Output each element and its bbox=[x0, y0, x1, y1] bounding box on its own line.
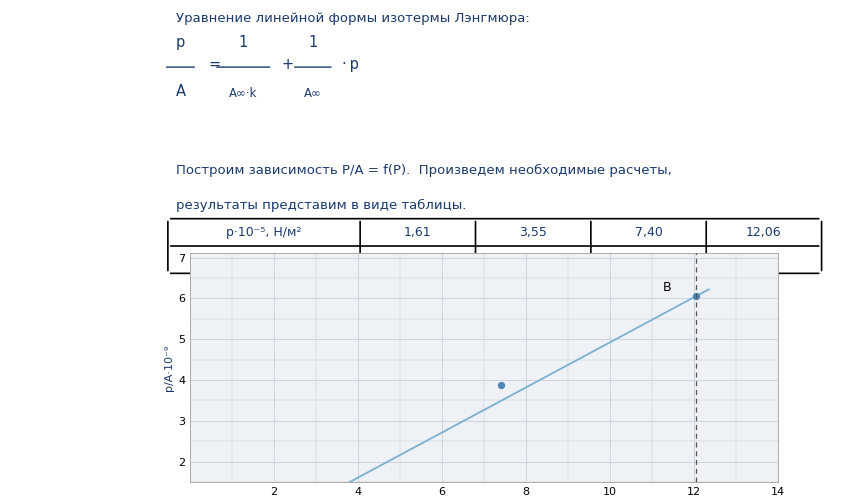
Text: результаты представим в виде таблицы.: результаты представим в виде таблицы. bbox=[176, 199, 467, 212]
Text: 3,87: 3,87 bbox=[634, 253, 663, 266]
Text: =: = bbox=[208, 57, 220, 72]
Text: B: B bbox=[663, 281, 671, 294]
Text: A∞·k: A∞·k bbox=[229, 87, 257, 100]
Point bbox=[493, 381, 507, 389]
Text: p·10⁻⁵, Н/м²: p·10⁻⁵, Н/м² bbox=[226, 226, 302, 239]
Y-axis label: p/A·10⁻⁹: p/A·10⁻⁹ bbox=[164, 344, 174, 391]
Text: 7,40: 7,40 bbox=[634, 226, 663, 239]
Text: 1: 1 bbox=[238, 35, 248, 50]
Text: 1,61: 1,61 bbox=[404, 226, 432, 239]
Point bbox=[251, 496, 264, 497]
Text: A∞: A∞ bbox=[304, 87, 321, 100]
Text: 1: 1 bbox=[308, 35, 317, 50]
Text: 6,06: 6,06 bbox=[750, 253, 778, 266]
Text: 3,55: 3,55 bbox=[519, 226, 547, 239]
Text: 1,07: 1,07 bbox=[403, 253, 432, 266]
Text: · p: · p bbox=[342, 57, 359, 72]
Text: p: p bbox=[175, 35, 185, 50]
Point bbox=[689, 292, 703, 300]
Text: 0,194: 0,194 bbox=[515, 253, 551, 266]
Text: A: A bbox=[175, 84, 186, 99]
Text: +: + bbox=[281, 57, 293, 72]
Text: 12,06: 12,06 bbox=[746, 226, 782, 239]
Text: p/A·10⁻⁹: p/A·10⁻⁹ bbox=[238, 253, 290, 266]
Text: Построим зависимость P/A = f(P).  Произведем необходимые расчеты,: Построим зависимость P/A = f(P). Произве… bbox=[176, 164, 672, 177]
Text: Уравнение линейной формы изотермы Лэнгмюра:: Уравнение линейной формы изотермы Лэнгмю… bbox=[176, 12, 530, 25]
